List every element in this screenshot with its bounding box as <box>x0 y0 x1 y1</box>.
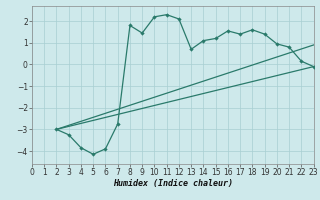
X-axis label: Humidex (Indice chaleur): Humidex (Indice chaleur) <box>113 179 233 188</box>
